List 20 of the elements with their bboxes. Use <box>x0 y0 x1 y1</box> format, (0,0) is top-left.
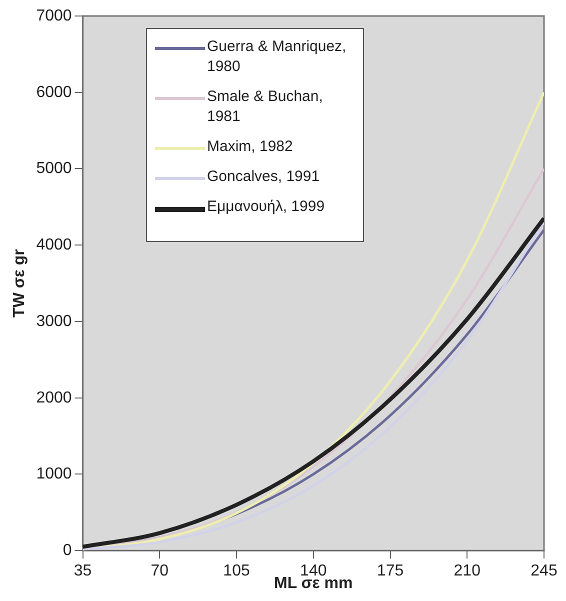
y-tick-label: 4000 <box>36 236 72 254</box>
x-tick-label: 245 <box>530 562 558 580</box>
y-tick-label: 2000 <box>36 389 72 406</box>
y-tick-label: 5000 <box>36 160 72 178</box>
legend-label: Guerra & Manriquez, 1980 <box>207 37 348 77</box>
legend-label: Smale & Buchan, 1981 <box>207 87 324 127</box>
y-tick-label: 7000 <box>36 7 72 24</box>
y-tick-label: 0 <box>62 542 72 560</box>
x-tick-label: 35 <box>74 562 92 580</box>
x-tick-label: 175 <box>376 562 404 580</box>
legend-label: Goncalves, 1991 <box>207 167 320 187</box>
x-tick-label: 210 <box>454 562 481 580</box>
x-tick-label: 105 <box>223 562 250 580</box>
x-tick-label: 70 <box>150 562 169 580</box>
y-axis-title: TW σε gr <box>11 249 28 318</box>
legend-label: Εμμανουήλ, 1999 <box>207 197 325 217</box>
y-tick-label: 3000 <box>36 312 72 330</box>
y-tick-label: 1000 <box>36 466 72 483</box>
y-tick-label: 6000 <box>36 84 72 101</box>
legend-label: Maxim, 1982 <box>207 137 293 157</box>
